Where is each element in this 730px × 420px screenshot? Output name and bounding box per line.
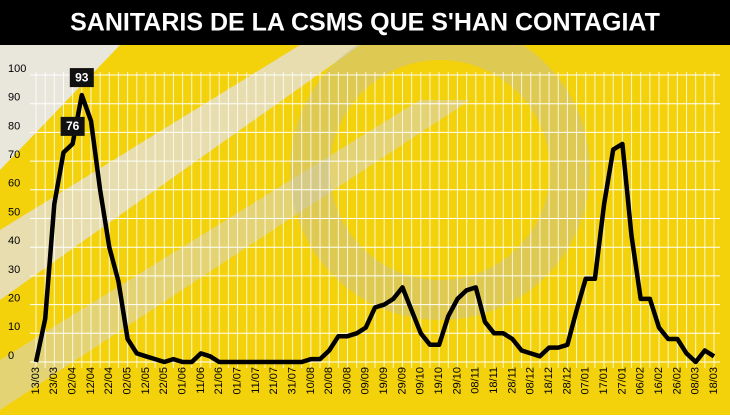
y-tick-label: 10: [8, 321, 20, 333]
x-tick-label: 29/09: [396, 367, 408, 395]
x-tick-label: 08/03: [690, 367, 702, 395]
x-tick-label: 02/04: [67, 367, 79, 395]
x-tick-label: 06/02: [635, 367, 647, 395]
x-tick-label: 20/08: [323, 367, 335, 395]
data-line: [33, 92, 716, 365]
chart-title: SANITARIS DE LA CSMS QUE S'HAN CONTAGIAT: [70, 9, 660, 37]
annotation-box: [60, 116, 85, 136]
x-tick-label: 08/11: [470, 367, 482, 394]
y-tick-label: 40: [8, 235, 20, 247]
x-tick-label: 01/07: [231, 367, 243, 395]
x-tick-label: 28/12: [561, 367, 573, 395]
x-tick-label: 19/09: [378, 367, 390, 395]
y-tick-label: 90: [8, 92, 20, 104]
x-tick-label: 11/06: [195, 367, 207, 394]
decor-stripe: [0, 45, 360, 300]
plot: 93 76: [33, 68, 716, 365]
x-tick-label: 16/02: [653, 367, 665, 395]
grid: [30, 72, 720, 368]
x-tick-label: 18/12: [543, 367, 555, 395]
x-tick-label: 19/10: [433, 367, 445, 395]
annotation-box: [69, 68, 94, 88]
x-tick-label: 17/01: [598, 367, 610, 395]
title-band: [0, 0, 730, 45]
x-tick-label: 22/04: [103, 367, 115, 395]
x-tick-label: 01/06: [177, 367, 189, 395]
y-tick-label: 50: [8, 206, 20, 218]
y-tick-label: 0: [8, 350, 14, 362]
y-tick-label: 70: [8, 149, 20, 161]
x-tick-label: 27/01: [616, 367, 628, 395]
x-tick-label: 09/10: [415, 367, 427, 395]
x-tick-label: 09/09: [360, 367, 372, 395]
y-tick-label: 80: [8, 120, 20, 132]
x-tick-label: 10/08: [305, 367, 317, 395]
x-tick-label: 30/08: [341, 367, 353, 395]
x-tick-label: 21/06: [213, 367, 225, 395]
x-tick-label: 12/04: [85, 367, 97, 395]
x-tick-label: 26/02: [671, 367, 683, 395]
annotation: 76: [66, 119, 80, 133]
x-tick-label: 18/11: [488, 367, 500, 394]
decor-stripe: [0, 100, 470, 410]
x-tick-label: 22/05: [158, 367, 170, 395]
x-tick-label: 13/03: [30, 367, 42, 395]
x-tick-label: 12/05: [140, 367, 152, 395]
x-tick-label: 21/07: [268, 367, 280, 395]
x-tick-label: 08/12: [525, 367, 537, 395]
annotation: 93: [75, 70, 89, 84]
y-tick-label: 30: [8, 264, 20, 276]
x-tick-label: 11/07: [250, 367, 262, 394]
x-tick-label: 23/03: [48, 367, 60, 395]
x-tick-label: 18/03: [708, 367, 720, 395]
x-tick-label: 02/05: [122, 367, 134, 395]
y-tick-label: 60: [8, 178, 20, 190]
y-tick-label: 20: [8, 293, 20, 305]
x-tick-label: 07/01: [580, 367, 592, 395]
x-tick-label: 28/11: [506, 367, 518, 394]
y-tick-label: 100: [8, 63, 26, 75]
x-tick-label: 31/07: [286, 367, 298, 395]
x-tick-label: 29/10: [451, 367, 463, 395]
